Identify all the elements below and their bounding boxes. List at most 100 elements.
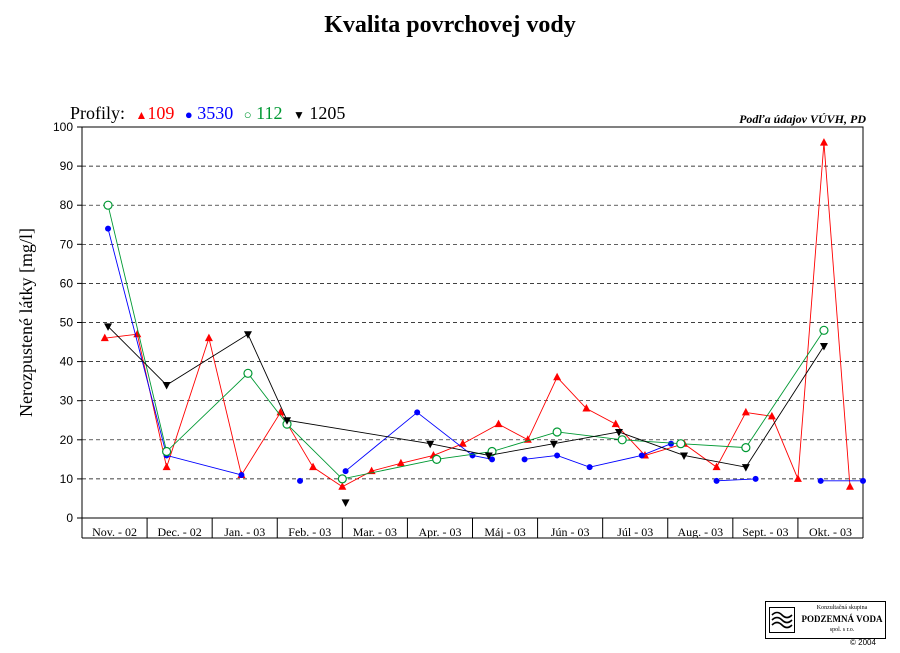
- data-point: [396, 458, 405, 467]
- data-point: [162, 382, 171, 390]
- data-point: [819, 138, 828, 146]
- data-point: [243, 368, 253, 378]
- data-point: [338, 482, 347, 490]
- data-point: [793, 474, 802, 482]
- series-line: [104, 142, 851, 488]
- y-tick-label: 20: [60, 433, 74, 447]
- data-point: [484, 452, 493, 460]
- data-point: [426, 440, 435, 449]
- series-line: [524, 443, 672, 468]
- company-logo: Konzultačná skupina PODZEMNÁ VODA spol. …: [765, 601, 886, 639]
- source-note: Podľa údajov VÚVH, PD: [739, 112, 866, 126]
- logo-company-name: PODZEMNÁ VODA: [801, 614, 883, 624]
- y-tick-label: 10: [60, 472, 74, 486]
- data-point: [553, 372, 562, 381]
- series-line: [107, 228, 242, 476]
- legend-series-name: 112: [256, 103, 283, 123]
- plot-frame: [81, 126, 864, 519]
- data-point: [494, 419, 503, 428]
- y-tick-label: 90: [60, 159, 74, 173]
- data-point: [414, 409, 421, 416]
- logo-subtitle: Konzultačná skupina: [816, 605, 868, 611]
- x-tick-label: Máj - 03: [484, 525, 525, 539]
- data-point: [238, 471, 245, 478]
- legend-item-109: ▲109: [136, 103, 175, 123]
- data-point: [469, 452, 476, 459]
- y-tick-label: 70: [60, 237, 74, 251]
- data-point: [432, 454, 442, 464]
- legend-series-name: 109: [147, 103, 175, 123]
- series-line: [716, 478, 756, 482]
- data-point: [741, 464, 750, 472]
- y-tick-label: 40: [60, 355, 74, 369]
- legend-item-1205: ▼ 1205: [293, 103, 345, 123]
- x-tick-label: Apr. - 03: [418, 525, 461, 539]
- data-point: [819, 325, 829, 335]
- copyright: © 2004: [850, 638, 876, 647]
- x-tick-label: Sept. - 03: [742, 525, 788, 539]
- data-point: [554, 452, 561, 459]
- x-tick-label: Feb. - 03: [288, 525, 331, 539]
- data-point: [817, 477, 824, 484]
- data-point: [489, 456, 496, 463]
- data-point: [712, 462, 721, 471]
- data-point: [521, 456, 528, 463]
- x-tick-label: Jún - 03: [551, 525, 590, 539]
- data-point: [341, 499, 350, 507]
- data-point: [337, 474, 347, 484]
- data-point: [162, 446, 172, 457]
- data-point: [582, 404, 591, 412]
- series-line: [107, 205, 825, 480]
- x-tick-label: Dec. - 02: [157, 525, 201, 539]
- data-point: [458, 439, 467, 447]
- data-point: [297, 477, 304, 484]
- data-point: [552, 427, 562, 437]
- x-tick-label: Mar. - 03: [353, 525, 397, 539]
- data-point: [162, 462, 171, 471]
- data-point: [638, 452, 645, 459]
- legend: Profily: ▲109 ● 3530 ○ 112 ▼ 1205: [70, 103, 345, 124]
- legend-item-112: ○ 112: [244, 103, 283, 123]
- x-tick-label: Aug. - 03: [677, 525, 723, 539]
- data-point: [676, 439, 686, 449]
- data-point: [283, 417, 292, 425]
- circle-filled-icon: ●: [184, 107, 193, 122]
- x-tick-label: Júl - 03: [617, 525, 653, 539]
- y-tick-label: 60: [60, 276, 74, 290]
- data-point: [549, 440, 558, 449]
- data-point: [100, 333, 109, 342]
- data-point: [819, 342, 828, 351]
- y-tick-label: 100: [53, 120, 73, 134]
- y-axis-label: Nerozpustené látky [mg/l]: [16, 228, 36, 417]
- data-point: [611, 419, 620, 428]
- data-point: [586, 464, 593, 471]
- data-point: [668, 440, 675, 447]
- x-tick-label: Nov. - 02: [92, 525, 137, 539]
- data-point: [614, 428, 623, 437]
- data-point: [342, 468, 349, 475]
- chart-title: Kvalita povrchovej vody: [324, 12, 576, 38]
- data-point: [845, 482, 854, 490]
- logo-company-type: spol. s r.o.: [829, 627, 855, 633]
- data-point: [243, 331, 252, 339]
- data-point: [309, 462, 318, 471]
- y-tick-label: 80: [60, 198, 74, 212]
- data-point: [741, 407, 750, 416]
- legend-series-name: 3530: [197, 103, 234, 123]
- y-tick-label: 30: [60, 394, 74, 408]
- data-point: [713, 477, 720, 484]
- circle-open-icon: ○: [243, 107, 252, 122]
- data-point: [680, 452, 689, 460]
- triangle-down-icon: ▼: [292, 108, 305, 122]
- data-point: [104, 323, 113, 331]
- data-point: [752, 475, 759, 482]
- y-tick-label: 0: [66, 511, 73, 525]
- data-point: [741, 443, 751, 453]
- data-point: [105, 225, 112, 232]
- data-point: [860, 477, 866, 484]
- series-line: [345, 411, 493, 472]
- triangle-up-icon: ▲: [135, 108, 148, 122]
- y-tick-label: 50: [60, 316, 74, 330]
- data-point: [204, 333, 213, 342]
